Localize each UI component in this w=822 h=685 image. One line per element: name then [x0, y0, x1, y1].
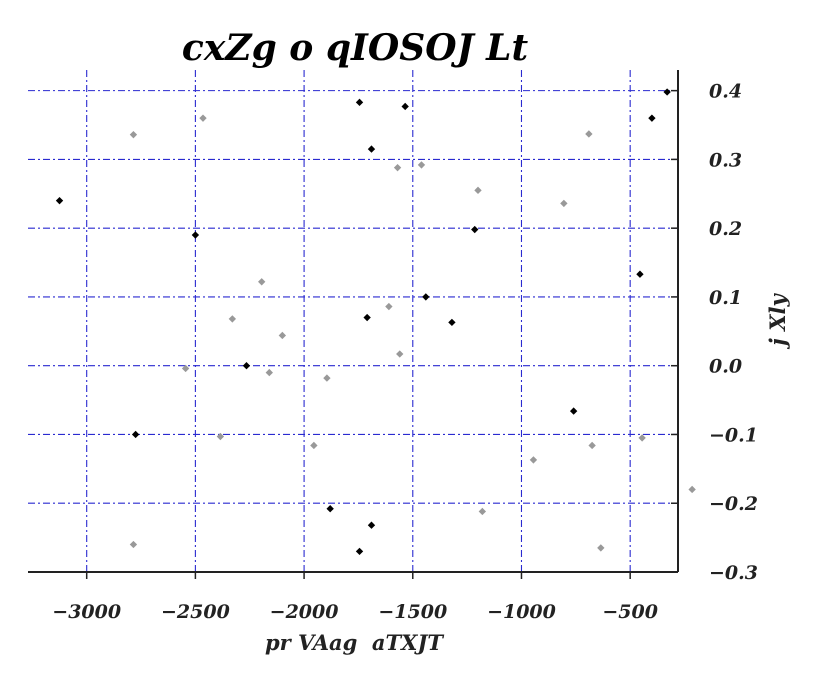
data-point-series-1: [242, 362, 251, 370]
data-point-series-2: [417, 161, 426, 169]
y-tick-label: −0.2: [709, 493, 758, 515]
data-point-series-2: [474, 186, 482, 195]
data-point-series-1: [131, 430, 140, 439]
y-tick-label: 0.3: [709, 149, 742, 171]
data-point-series-2: [478, 507, 487, 516]
data-point-series-2: [258, 278, 266, 286]
data-point-series-2: [228, 315, 237, 323]
data-point-series-1: [55, 196, 64, 205]
data-point-series-1: [663, 88, 671, 96]
data-point-series-2: [199, 114, 207, 122]
data-point-series-2: [597, 544, 605, 552]
data-point-series-1: [448, 318, 456, 327]
data-point-series-1: [355, 547, 364, 556]
axis-ticks: −3000 −2500 −2000 −1500 −1000 −500 −0.3 −0.2 −0.…: [52, 81, 758, 623]
data-point-series-2: [529, 456, 538, 464]
data-point-series-2: [278, 331, 287, 340]
data-point-series-2: [588, 441, 596, 450]
data-point-series-2: [385, 302, 393, 311]
data-point-series-2: [129, 130, 138, 139]
data-point-series-2: [216, 432, 225, 441]
data-point-series-1: [471, 225, 479, 234]
data-point-series-2: [323, 374, 331, 382]
data-point-series-1: [636, 270, 644, 278]
y-tick-label: 0.2: [709, 218, 742, 240]
data-point-series-1: [422, 293, 430, 301]
x-tick-label: −1500: [378, 601, 447, 623]
x-tick-label: −1000: [487, 601, 556, 623]
data-point-series-1: [367, 521, 376, 529]
y-tick-label: 0.1: [709, 287, 742, 309]
data-point-series-2: [396, 350, 404, 358]
x-tick-label: −3000: [52, 601, 121, 623]
y-tick-label: −0.1: [709, 424, 758, 446]
data-point-series-1: [191, 231, 200, 239]
data-point-series-1: [326, 505, 334, 513]
data-point-series-1: [401, 102, 409, 111]
data-point-series-1: [569, 407, 578, 415]
y-tick-label: −0.3: [709, 562, 758, 584]
data-points: [55, 88, 696, 556]
chart-title: cxZg o qIOSOJ Lt: [182, 27, 529, 69]
data-point-series-2: [688, 485, 696, 494]
x-tick-label: −500: [602, 601, 658, 623]
x-tick-label: −2000: [270, 601, 339, 623]
data-point-series-2: [560, 199, 568, 208]
data-point-series-2: [181, 364, 190, 373]
y-tick-label: 0.4: [709, 81, 742, 103]
x-axis-label: pr VAag aTXJT: [265, 630, 444, 655]
data-point-series-2: [265, 368, 273, 377]
grid-lines: [28, 70, 678, 573]
y-tick-label: 0.0: [709, 356, 742, 378]
data-point-series-2: [393, 163, 402, 172]
data-point-series-1: [648, 114, 656, 122]
data-point-series-1: [355, 98, 364, 106]
data-point-series-1: [367, 145, 376, 153]
data-point-series-1: [363, 313, 371, 322]
data-point-series-2: [310, 441, 318, 450]
y-axis-label: j Xly: [765, 293, 790, 350]
data-point-series-2: [129, 540, 138, 549]
data-point-series-2: [585, 130, 593, 138]
data-point-series-2: [638, 434, 646, 442]
x-tick-label: −2500: [161, 601, 230, 623]
